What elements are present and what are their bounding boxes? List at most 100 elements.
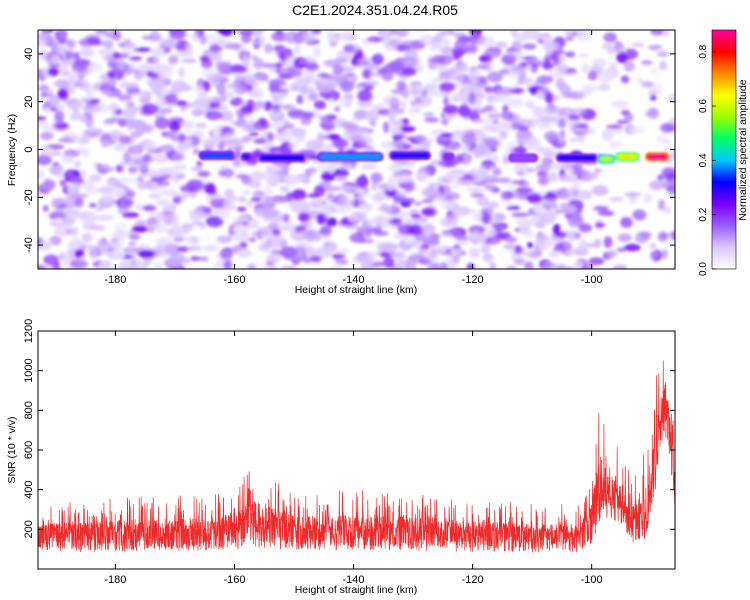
noise-blob	[489, 262, 496, 269]
noise-blob	[247, 91, 255, 98]
noise-blob	[421, 198, 434, 203]
noise-blob	[112, 230, 128, 240]
noise-blob	[553, 57, 560, 67]
noise-blob	[326, 193, 336, 200]
noise-blob	[194, 85, 206, 94]
noise-blob	[208, 96, 225, 104]
noise-blob	[68, 239, 84, 250]
noise-blob	[130, 93, 148, 98]
x-tick-label: -100	[581, 274, 603, 286]
noise-blob	[287, 142, 300, 149]
noise-blob	[306, 201, 323, 209]
noise-blob	[454, 39, 467, 51]
noise-blob	[236, 206, 247, 212]
noise-blob	[253, 58, 264, 69]
noise-blob	[343, 44, 355, 53]
signal-peak	[622, 154, 633, 159]
noise-blob	[571, 163, 583, 171]
y-tick-label: 1200	[23, 319, 35, 343]
noise-blob	[362, 258, 373, 269]
noise-blob	[230, 42, 241, 50]
noise-blob	[242, 124, 258, 133]
noise-blob	[320, 225, 332, 236]
noise-blob	[515, 80, 526, 85]
noise-blob	[453, 205, 470, 217]
noise-blob	[573, 261, 583, 269]
noise-blob	[109, 129, 121, 140]
noise-blob	[305, 86, 316, 94]
noise-blob	[464, 88, 471, 93]
signal-core	[200, 153, 233, 158]
noise-blob	[148, 194, 162, 199]
noise-blob	[396, 191, 409, 196]
noise-blob	[222, 168, 234, 178]
noise-blob	[450, 129, 463, 140]
noise-blob	[340, 65, 353, 74]
noise-blob	[451, 91, 470, 101]
noise-blob	[571, 107, 587, 117]
noise-blob	[431, 78, 448, 83]
noise-blob	[224, 188, 235, 200]
noise-blob	[284, 66, 303, 75]
noise-blob	[47, 264, 61, 269]
noise-blob	[305, 139, 324, 150]
noise-blob	[178, 121, 195, 128]
noise-blob	[513, 113, 520, 119]
noise-blob	[421, 187, 438, 198]
noise-blob	[268, 264, 278, 269]
noise-blob	[461, 134, 478, 145]
noise-blob	[439, 30, 455, 36]
noise-blob	[213, 123, 228, 128]
noise-blob	[477, 36, 496, 48]
noise-blob	[426, 263, 443, 269]
noise-blob	[332, 64, 344, 76]
noise-blob	[362, 80, 380, 86]
noise-blob	[408, 106, 416, 115]
noise-blob	[513, 257, 526, 265]
noise-blob	[38, 155, 52, 166]
noise-blob	[148, 78, 165, 91]
colorbar-gradient	[711, 29, 737, 270]
noise-blob	[236, 248, 252, 258]
noise-blob	[624, 113, 634, 122]
noise-blob	[269, 121, 283, 130]
noise-blob	[424, 117, 440, 123]
noise-blob	[578, 239, 587, 251]
noise-blob	[264, 43, 273, 54]
noise-blob	[469, 247, 480, 259]
noise-blob	[514, 32, 528, 43]
noise-blob	[526, 193, 543, 204]
noise-blob	[377, 30, 394, 38]
noise-blob	[280, 186, 290, 192]
noise-blob	[562, 30, 574, 36]
noise-blob	[85, 186, 100, 195]
noise-blob	[513, 146, 528, 155]
noise-blob	[344, 55, 352, 60]
noise-blob	[348, 214, 360, 223]
noise-blob	[439, 199, 457, 209]
noise-blob	[168, 55, 179, 65]
noise-blob	[298, 59, 316, 64]
noise-blob	[353, 109, 369, 120]
snr-x-axis: -180 -160 -140 -120 -100	[104, 331, 603, 586]
noise-blob	[252, 190, 265, 199]
noise-blob	[85, 89, 95, 101]
colorbar: 0.0 0.2 0.4 0.6 0.8 Normalized spectral ampl…	[698, 29, 749, 276]
noise-blob	[141, 205, 157, 212]
noise-blob	[500, 95, 513, 106]
noise-blob	[594, 238, 602, 249]
noise-blob	[598, 83, 611, 92]
x-tick-label: -180	[104, 274, 126, 286]
noise-blob	[279, 84, 293, 90]
noise-blob	[81, 232, 93, 243]
noise-blob	[578, 223, 592, 233]
noise-blob	[43, 254, 59, 265]
noise-blob	[141, 103, 159, 115]
noise-blob	[525, 167, 537, 173]
noise-blob	[217, 40, 233, 47]
noise-blob	[362, 67, 373, 79]
noise-blob	[199, 35, 207, 45]
signal-core	[260, 155, 304, 161]
noise-blob	[613, 264, 628, 269]
noise-blob	[155, 199, 170, 206]
